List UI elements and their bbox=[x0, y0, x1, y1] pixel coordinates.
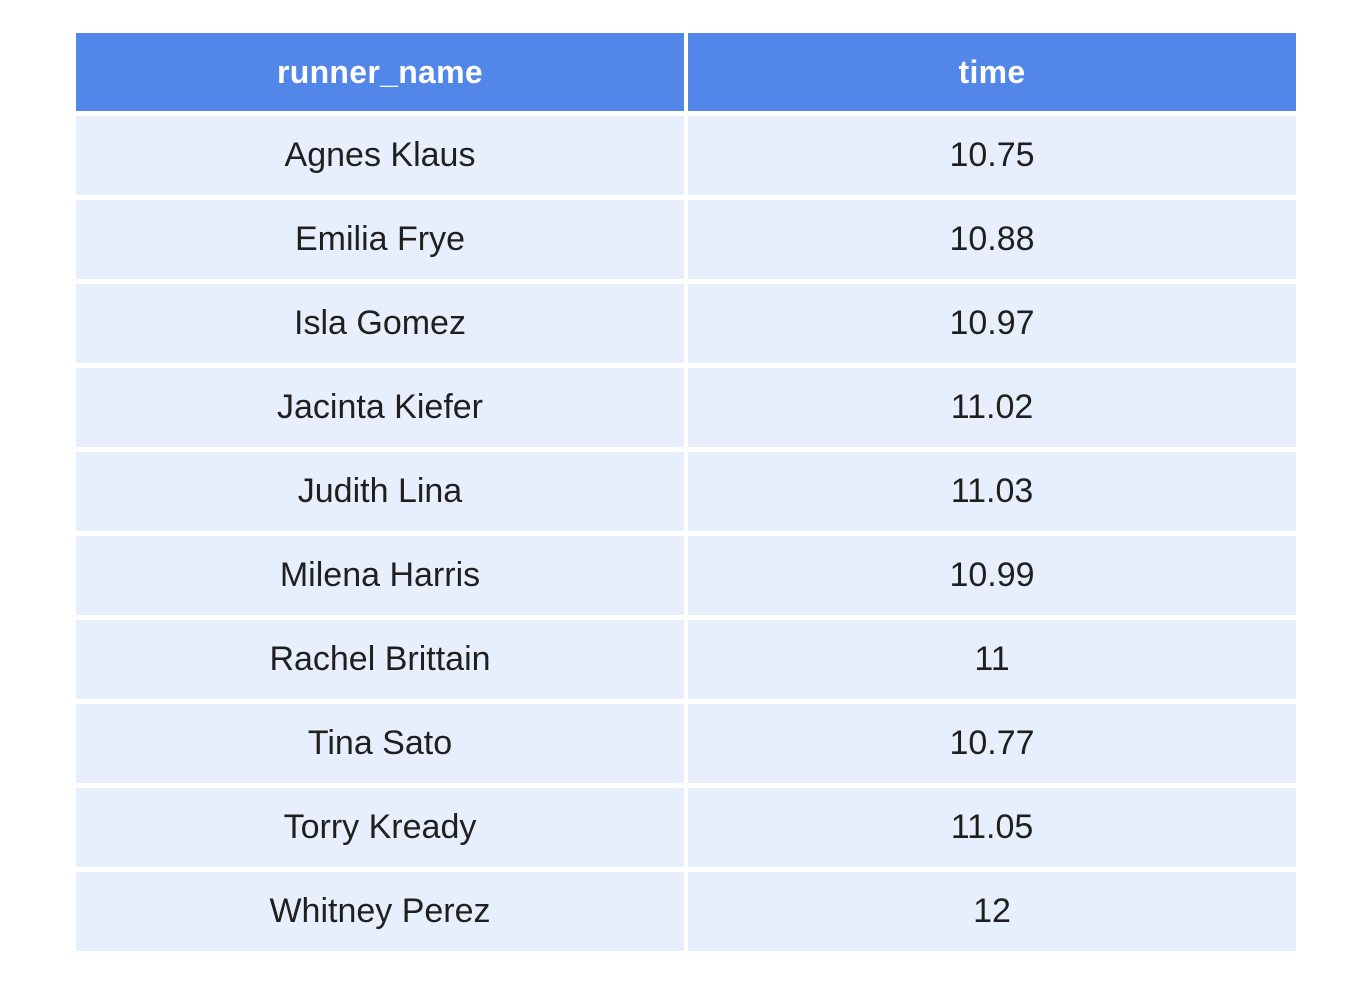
table-cell-runner-name: Torry Kready bbox=[76, 788, 684, 867]
column-header-time: time bbox=[688, 33, 1296, 111]
table-cell-runner-name: Tina Sato bbox=[76, 704, 684, 783]
table-cell-runner-name: Milena Harris bbox=[76, 536, 684, 615]
table-cell-runner-name: Judith Lina bbox=[76, 452, 684, 531]
column-header-runner-name: runner_name bbox=[76, 33, 684, 111]
table-cell-time: 10.77 bbox=[688, 704, 1296, 783]
table-cell-time: 11.03 bbox=[688, 452, 1296, 531]
table-cell-time: 10.97 bbox=[688, 284, 1296, 363]
table-cell-runner-name: Isla Gomez bbox=[76, 284, 684, 363]
table-cell-time: 10.75 bbox=[688, 116, 1296, 195]
table-cell-runner-name: Jacinta Kiefer bbox=[76, 368, 684, 447]
table-cell-time: 10.99 bbox=[688, 536, 1296, 615]
runner-times-table: runner_name time Agnes Klaus 10.75 Emili… bbox=[76, 33, 1296, 951]
table-cell-time: 11.02 bbox=[688, 368, 1296, 447]
table-cell-runner-name: Rachel Brittain bbox=[76, 620, 684, 699]
table-cell-time: 10.88 bbox=[688, 200, 1296, 279]
table-cell-time: 11 bbox=[688, 620, 1296, 699]
table-cell-time: 11.05 bbox=[688, 788, 1296, 867]
table-cell-runner-name: Emilia Frye bbox=[76, 200, 684, 279]
table-cell-time: 12 bbox=[688, 872, 1296, 951]
table-cell-runner-name: Whitney Perez bbox=[76, 872, 684, 951]
table-cell-runner-name: Agnes Klaus bbox=[76, 116, 684, 195]
